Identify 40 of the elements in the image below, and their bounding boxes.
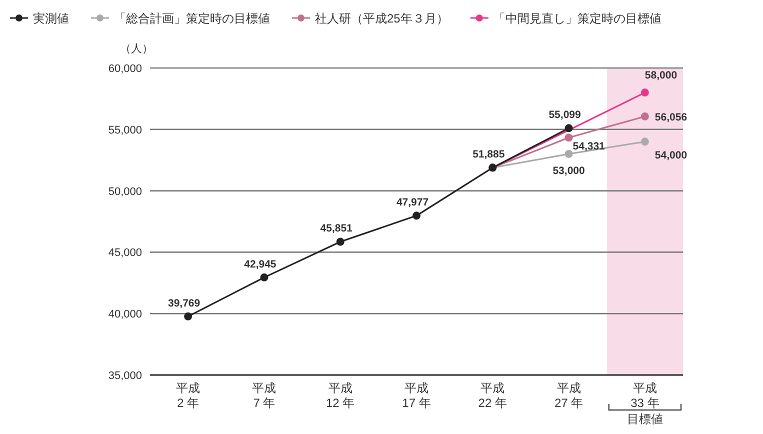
data-label: 58,000 bbox=[644, 70, 678, 82]
y-tick-label: 50,000 bbox=[108, 186, 142, 198]
point bbox=[184, 312, 192, 320]
legend-label: 社人研（平成25年３月） bbox=[315, 12, 448, 26]
data-label: 54,331 bbox=[572, 140, 606, 153]
x-tick-label: 平成 22 年 bbox=[478, 381, 507, 410]
point bbox=[640, 138, 649, 146]
data-label: 47,977 bbox=[396, 196, 429, 209]
point bbox=[260, 273, 268, 282]
data-label: 55,099 bbox=[548, 109, 581, 122]
point bbox=[336, 238, 344, 246]
data-label: 53,000 bbox=[552, 164, 585, 177]
legend-label: 「中間見直し」策定時の目標値 bbox=[493, 12, 662, 26]
data-label: 39,769 bbox=[168, 297, 200, 310]
y-axis-title: （人） bbox=[120, 43, 153, 55]
x-tick-label: 平成 2 年 bbox=[176, 381, 200, 410]
data-label: 42,945 bbox=[244, 258, 276, 270]
text: 目標値 bbox=[626, 412, 663, 426]
x-tick-label: 平成 17 年 bbox=[402, 381, 431, 410]
point bbox=[640, 88, 649, 97]
y-tick-label: 60,000 bbox=[108, 63, 142, 75]
y-tick-label: 45,000 bbox=[108, 247, 142, 260]
data-label: 51,885 bbox=[472, 148, 505, 161]
y-tick-label: 55,000 bbox=[108, 124, 142, 136]
data-label: 54,000 bbox=[654, 150, 688, 162]
point bbox=[564, 134, 573, 142]
data-label: 56,056 bbox=[654, 111, 688, 124]
y-tick-label: 40,000 bbox=[108, 308, 142, 321]
point bbox=[640, 112, 649, 120]
y-tick-label: 35,000 bbox=[108, 370, 142, 382]
point bbox=[412, 212, 420, 220]
legend-label: 実測値 bbox=[33, 12, 69, 26]
x-tick-label: 平成 7 年 bbox=[252, 381, 276, 410]
x-tick-label: 平成 12 年 bbox=[326, 381, 355, 410]
legend-label: 「総合計画」策定時の目標値 bbox=[114, 12, 270, 26]
point bbox=[564, 124, 573, 132]
x-tick-label: 平成 27 年 bbox=[554, 381, 584, 410]
point bbox=[564, 150, 573, 158]
x-tick-label: 平成 33 年 bbox=[630, 381, 660, 410]
data-label: 45,851 bbox=[320, 222, 353, 235]
